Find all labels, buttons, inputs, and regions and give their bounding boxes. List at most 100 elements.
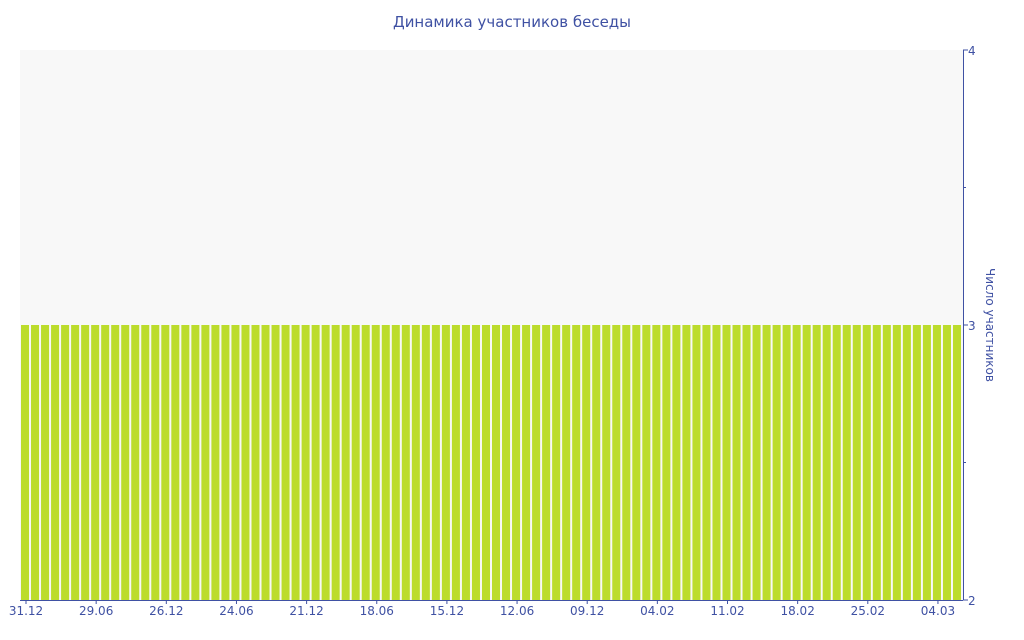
bar	[532, 325, 541, 600]
bar	[812, 325, 821, 600]
bar	[782, 325, 791, 600]
x-tick-label: 24.06	[219, 604, 253, 618]
bar	[301, 325, 310, 600]
bar	[622, 325, 631, 600]
bar	[81, 325, 90, 600]
bar	[502, 325, 511, 600]
y-tick-label: 2	[968, 594, 976, 608]
bar	[752, 325, 761, 600]
bar	[842, 325, 851, 600]
bar	[852, 325, 861, 600]
bar	[692, 325, 701, 600]
x-tick-label: 04.03	[921, 604, 955, 618]
bar	[171, 325, 180, 600]
bar	[311, 325, 320, 600]
bar	[201, 325, 210, 600]
bar	[642, 325, 651, 600]
bar	[822, 325, 831, 600]
bar	[221, 325, 230, 600]
bar	[512, 325, 521, 600]
bar	[582, 325, 591, 600]
x-tick-label: 11.02	[710, 604, 744, 618]
bar	[161, 325, 170, 600]
x-tick-label: 31.12	[9, 604, 43, 618]
bar	[481, 325, 490, 600]
bar	[702, 325, 711, 600]
bar	[572, 325, 581, 600]
bar	[872, 325, 881, 600]
bar	[371, 325, 380, 600]
bar	[662, 325, 671, 600]
bar	[742, 325, 751, 600]
x-tick-label: 09.12	[570, 604, 604, 618]
bar	[952, 325, 961, 600]
bar	[411, 325, 420, 600]
bar	[652, 325, 661, 600]
x-tick-label: 26.12	[149, 604, 183, 618]
bar	[131, 325, 140, 600]
bar	[191, 325, 200, 600]
bar	[41, 325, 50, 600]
bar	[421, 325, 430, 600]
x-tick-label: 29.06	[79, 604, 113, 618]
bar	[632, 325, 641, 600]
bar	[892, 325, 901, 600]
bar	[942, 325, 951, 600]
bar	[281, 325, 290, 600]
bar	[722, 325, 731, 600]
chart-title: Динамика участников беседы	[392, 13, 632, 31]
bar	[612, 325, 621, 600]
bar	[792, 325, 801, 600]
x-tick-label: 12.06	[500, 604, 534, 618]
bar	[552, 325, 561, 600]
bar	[121, 325, 130, 600]
bar	[111, 325, 120, 600]
bar	[922, 325, 931, 600]
bar	[712, 325, 721, 600]
bar	[271, 325, 280, 600]
bar	[682, 325, 691, 600]
x-tick-label: 18.06	[360, 604, 394, 618]
x-tick-label: 04.02	[640, 604, 674, 618]
bar	[672, 325, 681, 600]
bar	[542, 325, 551, 600]
bar	[361, 325, 370, 600]
bar	[912, 325, 921, 600]
bar	[732, 325, 741, 600]
y-tick-label: 4	[968, 44, 976, 58]
x-tick-label: 21.12	[289, 604, 323, 618]
bar	[762, 325, 771, 600]
bar	[101, 325, 110, 600]
bar	[181, 325, 190, 600]
bar	[832, 325, 841, 600]
x-tick-label: 15.12	[430, 604, 464, 618]
bar	[211, 325, 220, 600]
bar	[562, 325, 571, 600]
bar	[21, 325, 30, 600]
bar	[802, 325, 811, 600]
y-axis-label: Число участников	[983, 268, 997, 382]
bar	[522, 325, 531, 600]
bar	[321, 325, 330, 600]
bar	[451, 325, 460, 600]
bar	[291, 325, 300, 600]
bar	[772, 325, 781, 600]
bar	[592, 325, 601, 600]
bar	[391, 325, 400, 600]
bar	[902, 325, 911, 600]
bar	[862, 325, 871, 600]
bar	[882, 325, 891, 600]
bar	[61, 325, 70, 600]
bar	[461, 325, 470, 600]
bar	[51, 325, 60, 600]
bar	[91, 325, 100, 600]
bar	[241, 325, 250, 600]
bar	[351, 325, 360, 600]
bar	[602, 325, 611, 600]
bar	[31, 325, 40, 600]
bar	[932, 325, 941, 600]
x-tick-label: 25.02	[851, 604, 885, 618]
bar	[471, 325, 480, 600]
bar	[231, 325, 240, 600]
bar	[71, 325, 80, 600]
